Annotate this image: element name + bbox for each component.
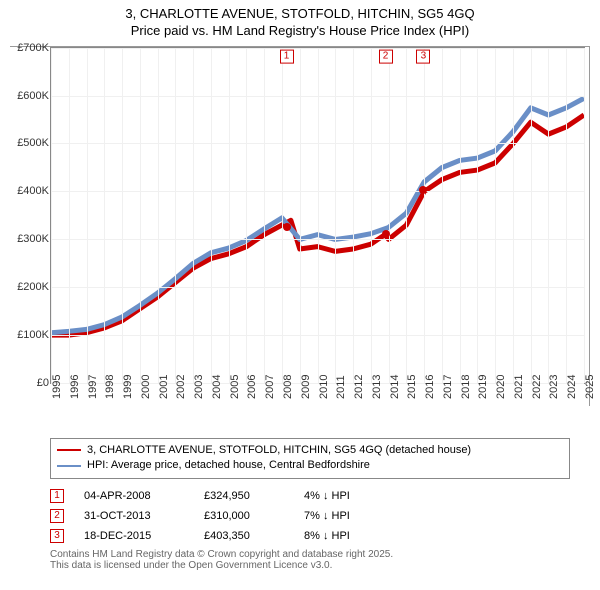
x-tick-label: 2021	[513, 374, 525, 398]
footnote-line-2: This data is licensed under the Open Gov…	[50, 560, 570, 571]
x-tick-label: 2005	[229, 374, 241, 398]
chart-title: 3, CHARLOTTE AVENUE, STOTFOLD, HITCHIN, …	[0, 0, 600, 42]
y-tick-label: £300K	[11, 233, 49, 245]
y-tick-label: £700K	[11, 42, 49, 54]
legend-label: 3, CHARLOTTE AVENUE, STOTFOLD, HITCHIN, …	[87, 443, 471, 458]
x-tick-label: 2000	[140, 374, 152, 398]
x-tick-label: 2006	[246, 374, 258, 398]
transaction-date: 04-APR-2008	[84, 490, 184, 502]
x-tick-label: 1998	[104, 374, 116, 398]
x-tick-label: 2025	[584, 374, 596, 398]
x-tick-label: 2001	[158, 374, 170, 398]
x-tick-label: 2011	[335, 375, 347, 399]
x-tick-label: 1996	[69, 374, 81, 398]
y-tick-label: £100K	[11, 329, 49, 341]
transaction-marker: 1	[280, 49, 294, 63]
x-tick-label: 2013	[371, 374, 383, 398]
x-tick-label: 2023	[548, 374, 560, 398]
x-tick-label: 2020	[495, 374, 507, 398]
x-tick-label: 1997	[87, 374, 99, 398]
y-tick-label: £600K	[11, 90, 49, 102]
transaction-diff: 8% ↓ HPI	[304, 530, 404, 542]
x-tick-label: 2019	[477, 374, 489, 398]
title-line-2: Price paid vs. HM Land Registry's House …	[0, 23, 600, 40]
title-line-1: 3, CHARLOTTE AVENUE, STOTFOLD, HITCHIN, …	[0, 6, 600, 23]
x-tick-label: 2003	[193, 374, 205, 398]
plot-region: £0£100K£200K£300K£400K£500K£600K£700K199…	[50, 47, 585, 384]
x-tick-label: 1999	[122, 374, 134, 398]
transaction-price: £324,950	[204, 490, 284, 502]
transaction-diff: 7% ↓ HPI	[304, 510, 404, 522]
x-tick-label: 2016	[424, 374, 436, 398]
x-tick-label: 2007	[264, 374, 276, 398]
x-tick-label: 2018	[460, 374, 472, 398]
transaction-price: £310,000	[204, 510, 284, 522]
footnote: Contains HM Land Registry data © Crown c…	[50, 549, 570, 571]
transaction-date: 31-OCT-2013	[84, 510, 184, 522]
transaction-point	[419, 186, 427, 194]
x-tick-label: 2022	[531, 374, 543, 398]
transaction-marker: 3	[50, 529, 64, 543]
x-tick-label: 2017	[442, 374, 454, 398]
y-tick-label: £200K	[11, 281, 49, 293]
transaction-diff: 4% ↓ HPI	[304, 490, 404, 502]
transaction-marker: 3	[416, 49, 430, 63]
legend-item-hpi: HPI: Average price, detached house, Cent…	[57, 458, 563, 473]
transaction-date: 18-DEC-2015	[84, 530, 184, 542]
transaction-price: £403,350	[204, 530, 284, 542]
legend-label: HPI: Average price, detached house, Cent…	[87, 458, 370, 473]
table-row: 3 18-DEC-2015 £403,350 8% ↓ HPI	[50, 529, 570, 543]
x-tick-label: 2009	[300, 374, 312, 398]
chart-area: £0£100K£200K£300K£400K£500K£600K£700K199…	[10, 46, 590, 406]
chart-container: 3, CHARLOTTE AVENUE, STOTFOLD, HITCHIN, …	[0, 0, 600, 590]
y-tick-label: £0	[11, 377, 49, 389]
y-tick-label: £400K	[11, 185, 49, 197]
transaction-marker: 2	[379, 49, 393, 63]
transaction-marker: 1	[50, 489, 64, 503]
legend: 3, CHARLOTTE AVENUE, STOTFOLD, HITCHIN, …	[50, 438, 570, 479]
x-tick-label: 1995	[51, 374, 63, 398]
footnote-line-1: Contains HM Land Registry data © Crown c…	[50, 549, 570, 560]
x-tick-label: 2014	[389, 374, 401, 398]
x-tick-label: 2010	[318, 374, 330, 398]
legend-item-price-paid: 3, CHARLOTTE AVENUE, STOTFOLD, HITCHIN, …	[57, 443, 563, 458]
table-row: 2 31-OCT-2013 £310,000 7% ↓ HPI	[50, 509, 570, 523]
table-row: 1 04-APR-2008 £324,950 4% ↓ HPI	[50, 489, 570, 503]
x-tick-label: 2002	[175, 374, 187, 398]
x-tick-label: 2008	[282, 374, 294, 398]
legend-swatch-blue	[57, 465, 81, 467]
transactions-table: 1 04-APR-2008 £324,950 4% ↓ HPI 2 31-OCT-2013…	[50, 489, 570, 543]
transaction-marker: 2	[50, 509, 64, 523]
legend-swatch-red	[57, 449, 81, 451]
x-tick-label: 2024	[566, 374, 578, 398]
y-tick-label: £500K	[11, 137, 49, 149]
transaction-point	[382, 230, 390, 238]
x-tick-label: 2015	[406, 374, 418, 398]
transaction-point	[283, 223, 291, 231]
x-tick-label: 2012	[353, 374, 365, 398]
x-tick-label: 2004	[211, 374, 223, 398]
